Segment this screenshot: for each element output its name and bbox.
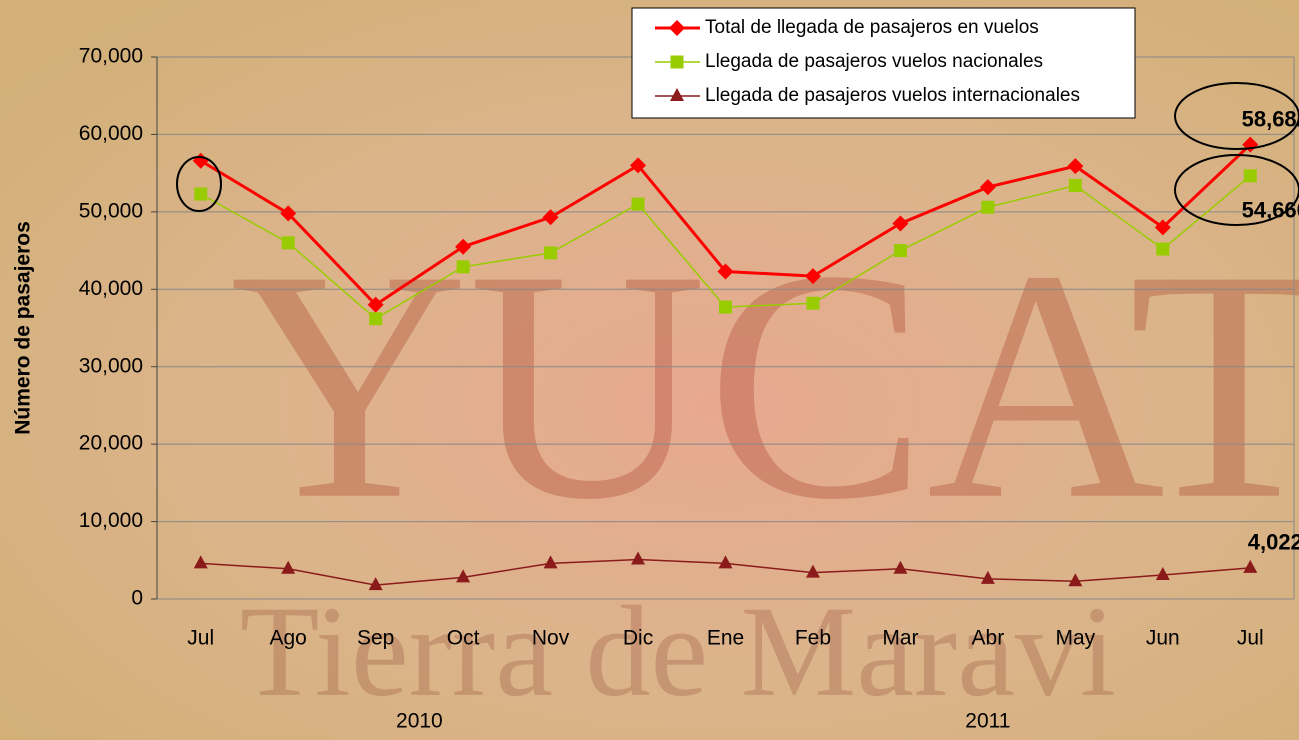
y-tick-label: 0 — [131, 587, 143, 610]
marker — [805, 564, 820, 578]
x-tick-label: May — [1056, 627, 1096, 650]
marker — [669, 20, 685, 36]
marker — [1155, 566, 1170, 580]
y-tick-label: 70,000 — [79, 45, 143, 68]
marker — [718, 555, 733, 569]
marker — [1156, 242, 1170, 256]
y-tick-label: 60,000 — [79, 122, 143, 145]
legend-label: Llegada de pasajeros vuelos internaciona… — [705, 85, 1080, 106]
watermark: YUCATA — [230, 203, 1299, 568]
y-tick-label: 20,000 — [79, 432, 143, 455]
marker — [631, 197, 645, 211]
marker — [630, 157, 647, 174]
marker — [456, 569, 471, 583]
x-tick-label: Abr — [972, 627, 1005, 650]
marker — [369, 312, 383, 326]
x-tick-label: Oct — [447, 627, 480, 650]
marker — [455, 238, 472, 255]
marker — [804, 268, 821, 285]
highlight-ellipse — [1174, 154, 1299, 226]
x-tick-label: Mar — [882, 627, 918, 650]
marker — [542, 209, 559, 226]
x-tick-label: Dic — [623, 627, 653, 650]
legend-label: Total de llegada de pasajeros en vuelos — [705, 17, 1039, 38]
marker — [368, 577, 383, 591]
y-axis-title: Número de pasajeros — [12, 221, 35, 435]
marker — [1243, 169, 1257, 183]
x-tick-label: Ene — [707, 627, 744, 650]
x-tick-label: Sep — [357, 627, 394, 650]
x-tick-label: Ago — [270, 627, 307, 650]
marker — [280, 205, 297, 222]
marker — [670, 55, 684, 69]
marker — [981, 200, 995, 214]
marker — [281, 560, 296, 574]
y-tick-label: 30,000 — [79, 354, 143, 377]
marker — [1067, 158, 1084, 175]
y-tick-label: 10,000 — [79, 509, 143, 532]
legend-box — [631, 7, 1136, 119]
marker — [1243, 559, 1258, 573]
marker — [893, 560, 908, 574]
value-label: 58,682 — [1242, 106, 1299, 131]
x-tick-label: Jul — [1237, 627, 1264, 650]
highlight-ellipse — [1174, 82, 1299, 150]
marker — [1068, 573, 1083, 587]
marker — [281, 236, 295, 250]
watermark: Tierra de Maravi — [240, 580, 1116, 724]
y-tick-label: 50,000 — [79, 199, 143, 222]
marker — [1068, 179, 1082, 193]
marker — [892, 215, 909, 232]
marker — [367, 296, 384, 313]
marker — [631, 551, 646, 565]
x-tick-label: Jul — [187, 627, 214, 650]
x-tick-label: Jun — [1146, 627, 1180, 650]
value-label: 4,022 — [1248, 530, 1299, 555]
marker — [719, 300, 732, 314]
marker — [806, 296, 820, 310]
marker — [670, 88, 684, 101]
marker — [980, 570, 995, 584]
marker — [194, 187, 208, 201]
x-tick-label: Feb — [795, 627, 831, 650]
year-label: 2010 — [396, 710, 443, 733]
year-label: 2011 — [965, 710, 1010, 733]
legend-label: Llegada de pasajeros vuelos nacionales — [705, 51, 1043, 72]
marker — [544, 246, 558, 260]
marker — [979, 179, 996, 196]
y-tick-label: 40,000 — [79, 277, 143, 300]
marker — [717, 263, 734, 280]
x-tick-label: Nov — [532, 627, 570, 650]
marker — [1154, 219, 1171, 236]
marker — [193, 555, 208, 569]
marker — [456, 260, 470, 274]
highlight-ellipse — [176, 156, 222, 212]
marker — [543, 555, 558, 569]
marker — [893, 244, 907, 258]
